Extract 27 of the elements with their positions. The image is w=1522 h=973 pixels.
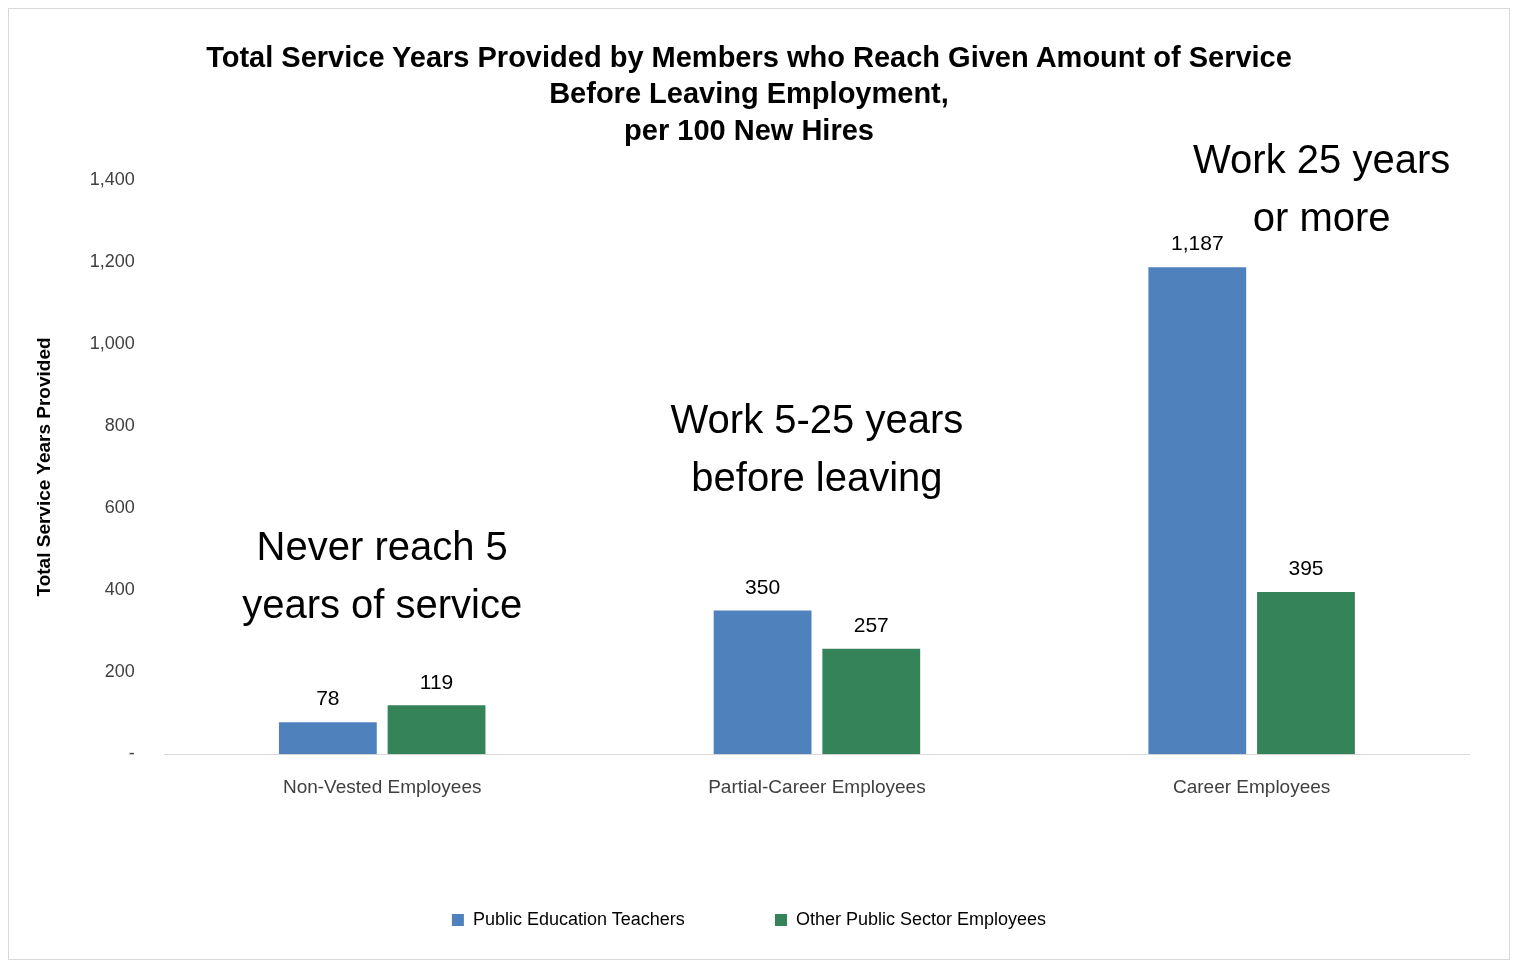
bar [822,648,921,755]
bar [1148,267,1247,755]
bar [713,610,812,755]
x-tick-label: Career Employees [1172,775,1331,797]
y-tick-label: 1,400 [89,168,135,189]
y-tick-label: 400 [104,579,135,600]
data-label: 257 [853,613,889,637]
y-tick-label: 600 [104,496,135,517]
y-tick-label: 200 [104,661,135,682]
x-tick-label: Partial-Career Employees [708,775,926,797]
bar [387,705,486,755]
y-tick-label: 1,000 [89,332,135,353]
x-tick-label: Non-Vested Employees [282,775,482,797]
legend-label: Public Education Teachers [472,908,685,929]
bar [278,722,377,755]
y-tick-label: 800 [104,414,135,435]
data-label: 119 [419,669,454,693]
y-tick-label: - [128,743,135,764]
bar [1257,592,1355,755]
data-label: 78 [316,686,340,710]
y-axis-title: Total Service Years Provided [32,337,54,597]
y-tick-label: 1,200 [89,250,135,271]
data-label: 350 [745,574,781,598]
annotation: Work 5-25 years before leaving [670,397,964,500]
data-label: 395 [1288,556,1324,580]
annotation: Never reach 5 years of service [242,524,523,627]
legend-label: Other Public Sector Employees [796,908,1047,929]
